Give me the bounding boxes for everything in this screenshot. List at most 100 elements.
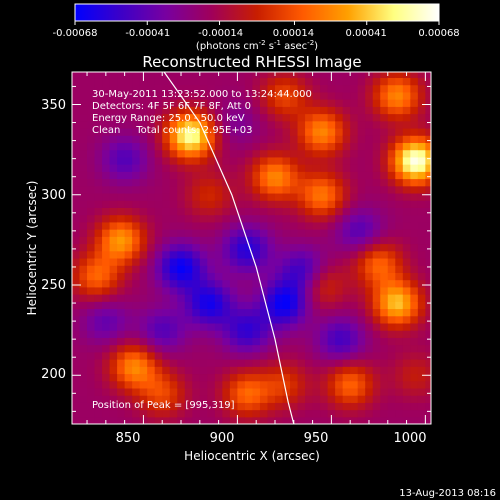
heatmap-cell [417, 200, 426, 208]
heatmap-cell [169, 294, 178, 302]
heatmap-cell [244, 106, 254, 115]
heatmap-cell [252, 380, 261, 389]
heatmap-cell [267, 294, 276, 302]
heatmap-cell [387, 113, 396, 122]
heatmap-cell [177, 301, 186, 310]
heatmap-cell [365, 344, 374, 353]
heatmap-cell [297, 77, 306, 86]
heatmap-cell [387, 286, 396, 295]
heatmap-cell [139, 322, 148, 331]
heatmap-cell [222, 200, 231, 208]
heatmap-cell [177, 294, 186, 302]
heatmap-cell [169, 77, 178, 86]
heatmap-cell [402, 395, 411, 403]
heatmap-cell [305, 402, 314, 411]
heatmap-cell [199, 185, 208, 194]
heatmap-cell [162, 257, 171, 266]
heatmap-cell [147, 113, 156, 122]
heatmap-cell [72, 272, 81, 281]
heatmap-cell [102, 257, 111, 266]
heatmap-cell [162, 243, 171, 252]
heatmap-cell [177, 351, 186, 360]
heatmap-cell [162, 294, 171, 302]
heatmap-cell [274, 416, 284, 424]
heatmap-cell [365, 351, 374, 360]
heatmap-cell [387, 207, 396, 216]
heatmap-cell [214, 99, 223, 107]
heatmap-cell [305, 214, 314, 223]
heatmap-cell [147, 351, 156, 360]
heatmap-cell [244, 142, 254, 151]
heatmap-cell [72, 416, 81, 424]
heatmap-cell [169, 135, 178, 143]
heatmap-cell [395, 380, 404, 389]
heatmap-cell [365, 135, 374, 143]
heatmap-cell [207, 185, 216, 194]
heatmap-cell [117, 192, 126, 201]
heatmap-cell [184, 395, 193, 403]
heatmap-cell [154, 135, 163, 143]
heatmap-cell [342, 359, 351, 367]
heatmap-cell [244, 366, 254, 375]
heatmap-cell [259, 192, 269, 201]
heatmap-cell [162, 200, 171, 208]
heatmap-cell [274, 149, 284, 158]
heatmap-cell [229, 387, 238, 396]
heatmap-cell [312, 72, 321, 79]
heatmap-cell [320, 120, 329, 129]
heatmap-cell [207, 207, 216, 216]
heatmap-cell [162, 395, 171, 403]
annotation-time-range: 30-May-2011 13:23:52.000 to 13:24:44.000 [92, 89, 312, 100]
heatmap-cell [274, 221, 284, 230]
heatmap-cell [72, 409, 81, 418]
heatmap-cell [297, 409, 306, 418]
heatmap-cell [410, 250, 419, 259]
heatmap-cell [229, 373, 238, 382]
heatmap-cell [124, 351, 133, 360]
heatmap-cell [177, 113, 186, 122]
heatmap-cell [79, 387, 88, 396]
heatmap-cell [184, 308, 193, 317]
heatmap-cell [327, 402, 336, 411]
heatmap-cell [94, 265, 103, 273]
heatmap-cell [154, 409, 163, 418]
heatmap-cell [169, 127, 178, 136]
heatmap-cell [417, 120, 426, 129]
heatmap-cell [79, 120, 88, 129]
heatmap-cell [387, 135, 396, 143]
heatmap-cell [305, 99, 314, 107]
heatmap-cell [305, 77, 314, 86]
heatmap-cell [417, 185, 426, 194]
heatmap-cell [72, 387, 81, 396]
heatmap-cell [184, 164, 193, 172]
heatmap-cell [229, 200, 238, 208]
heatmap-cell [124, 322, 133, 331]
heatmap-cell [252, 279, 261, 288]
heatmap-cell [79, 315, 88, 324]
heatmap-cell [357, 286, 366, 295]
heatmap-cell [222, 380, 231, 389]
heatmap-cell [199, 265, 208, 273]
heatmap-cell [252, 120, 261, 129]
heatmap-cell [312, 192, 321, 201]
heatmap-cell [425, 344, 431, 353]
heatmap-cell [162, 322, 171, 331]
heatmap-cell [109, 84, 118, 93]
heatmap-cell [207, 308, 216, 317]
heatmap-cell [335, 77, 344, 86]
heatmap-cell [425, 279, 431, 288]
heatmap-cell [207, 77, 216, 86]
heatmap-cell [87, 409, 96, 418]
heatmap-cell [124, 171, 133, 180]
heatmap-cell [72, 77, 81, 86]
heatmap-cell [79, 164, 88, 172]
heatmap-cell [124, 409, 133, 418]
heatmap-cell [395, 164, 404, 172]
heatmap-cell [282, 250, 291, 259]
heatmap-cell [402, 149, 411, 158]
heatmap-cell [282, 99, 291, 107]
heatmap-cell [139, 308, 148, 317]
heatmap-cell [350, 322, 359, 331]
heatmap-cell [274, 257, 284, 266]
